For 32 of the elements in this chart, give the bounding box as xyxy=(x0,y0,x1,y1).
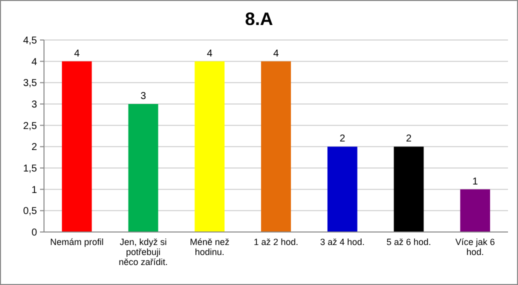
x-tick-label: Nemám profil xyxy=(50,237,104,247)
data-label: 4 xyxy=(273,48,280,60)
y-tick-label: 3 xyxy=(31,100,38,110)
y-tick-label: 4,5 xyxy=(23,36,38,46)
data-label: 4 xyxy=(206,48,213,60)
x-tick-label: Jen, když si potřebuji něco zařídit. xyxy=(118,237,168,267)
y-tick-label: 1 xyxy=(31,184,38,196)
x-tick-label: 1 až 2 hod. xyxy=(254,237,298,247)
x-tick-label: 3 až 4 hod. xyxy=(320,237,365,247)
bar xyxy=(394,146,424,232)
y-tick-label: 0,5 xyxy=(23,206,38,218)
x-tick-label: Méně než hodinu. xyxy=(190,237,230,257)
y-tick-label: 4 xyxy=(31,56,38,68)
bar xyxy=(62,61,92,232)
data-label: 2 xyxy=(406,134,412,145)
y-tick-label: 3,5 xyxy=(23,78,38,90)
y-tick-label: 0 xyxy=(31,228,38,238)
bar xyxy=(460,189,490,232)
chart-title: 8.A xyxy=(244,9,274,29)
bar xyxy=(327,146,358,232)
x-tick-label: 5 až 6 hod. xyxy=(386,237,432,247)
bar xyxy=(261,61,291,232)
bar xyxy=(194,61,225,232)
bar xyxy=(128,104,158,232)
y-tick-label: 2 xyxy=(31,142,38,154)
data-label: 1 xyxy=(472,176,478,188)
data-label: 2 xyxy=(340,134,346,145)
data-label: 3 xyxy=(140,91,146,102)
y-tick-label: 1,5 xyxy=(23,164,38,174)
data-label: 4 xyxy=(74,48,80,60)
y-tick-label: 2,5 xyxy=(23,120,38,132)
x-tick-label: Více jak 6 hod. xyxy=(455,237,495,257)
